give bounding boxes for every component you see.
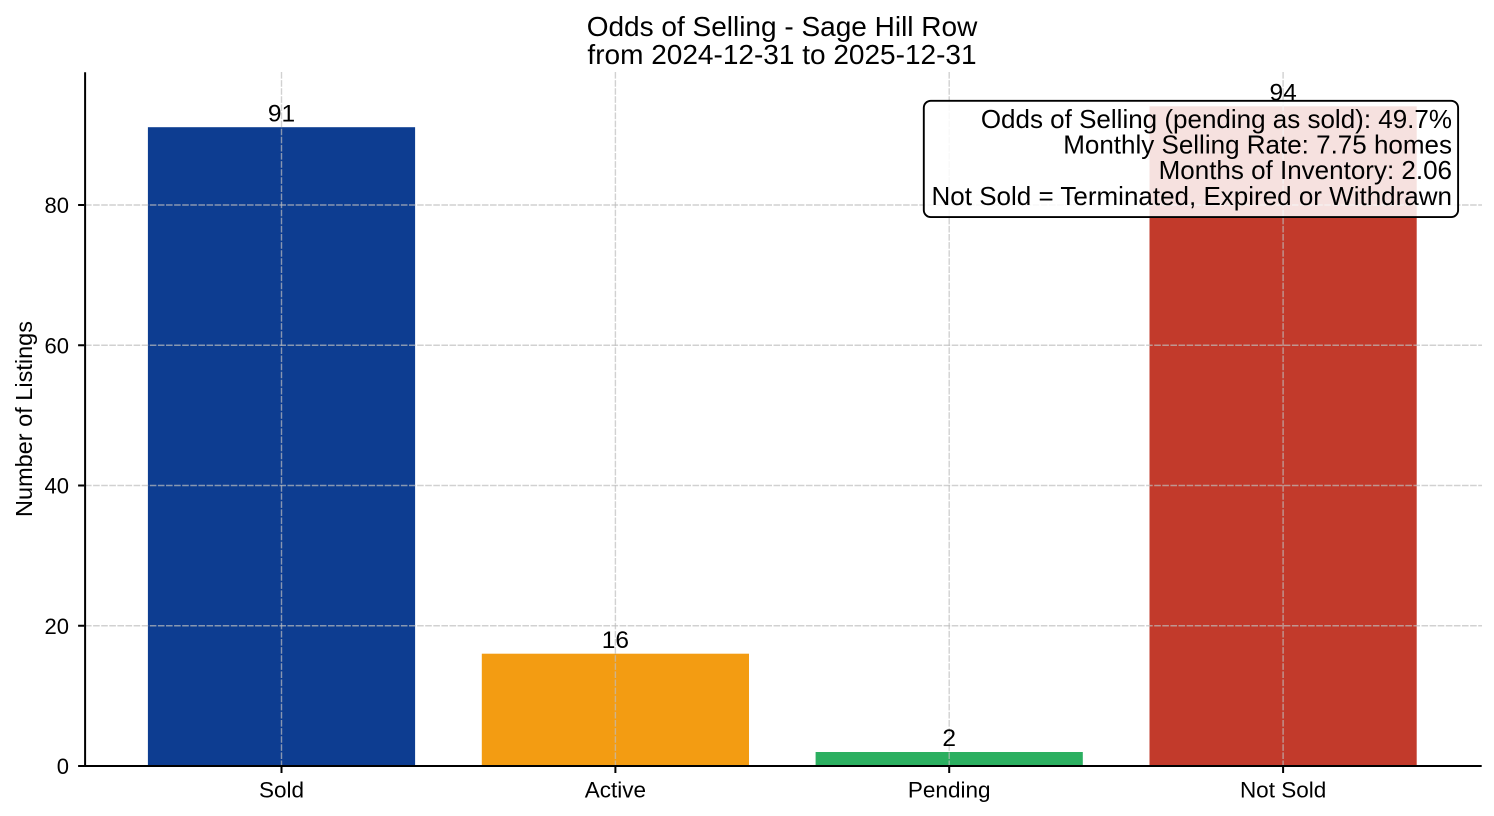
svg-text:60: 60	[45, 333, 69, 358]
svg-text:16: 16	[602, 627, 629, 654]
svg-text:Months of Inventory: 2.06: Months of Inventory: 2.06	[1159, 155, 1452, 185]
svg-text:Number of Listings: Number of Listings	[11, 321, 37, 517]
svg-text:Odds of Selling (pending as so: Odds of Selling (pending as sold): 49.7%	[981, 104, 1452, 134]
svg-text:Not Sold: Not Sold	[1240, 778, 1326, 803]
svg-text:Not Sold = Terminated, Expired: Not Sold = Terminated, Expired or Withdr…	[932, 181, 1452, 211]
svg-text:from 2024-12-31 to 2025-12-31: from 2024-12-31 to 2025-12-31	[587, 39, 976, 70]
svg-text:Active: Active	[585, 778, 646, 803]
svg-text:40: 40	[45, 474, 69, 499]
svg-text:0: 0	[57, 754, 69, 779]
svg-text:Monthly Selling Rate: 7.75 hom: Monthly Selling Rate: 7.75 homes	[1063, 130, 1452, 160]
svg-text:20: 20	[45, 614, 69, 639]
svg-text:2: 2	[942, 725, 956, 752]
svg-text:Sold: Sold	[259, 778, 304, 803]
svg-text:91: 91	[268, 100, 295, 127]
svg-text:80: 80	[45, 193, 69, 218]
svg-text:Odds of Selling - Sage Hill Ro: Odds of Selling - Sage Hill Row	[587, 11, 978, 42]
svg-text:Pending: Pending	[908, 778, 991, 803]
